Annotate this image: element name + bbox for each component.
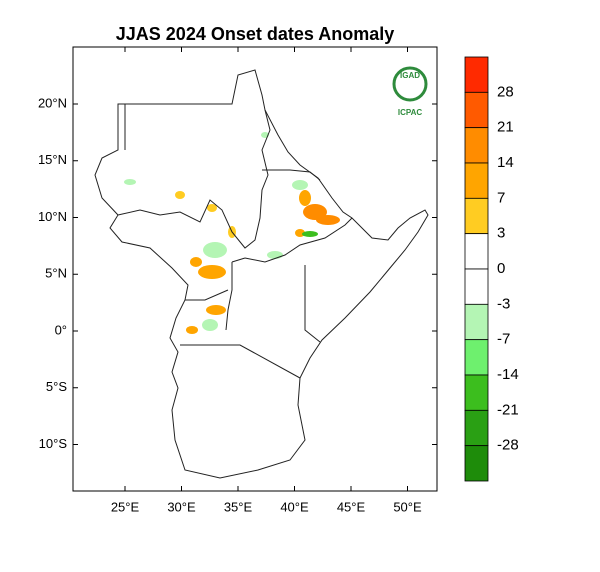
colorbar-bin: [464, 303, 489, 341]
colorbar-label: -28: [497, 437, 519, 454]
colorbar-label: 28: [497, 83, 514, 100]
lat-label: 5°S: [46, 379, 67, 394]
colorbar-bin: [464, 162, 489, 199]
map-frame: [72, 46, 438, 492]
colorbar-bin: [464, 268, 489, 305]
map-title: JJAS 2024 Onset dates Anomaly: [116, 24, 394, 44]
colorbar-bin: [464, 127, 489, 164]
colorbar-bin: [464, 339, 489, 376]
colorbar-label: 21: [497, 119, 514, 136]
colorbar-bin: [464, 409, 489, 447]
lon-label: 25°E: [111, 499, 140, 514]
colorbar-bin: [464, 56, 489, 93]
lat-label: 5°N: [45, 266, 67, 281]
lat-label: 10°N: [38, 209, 67, 224]
colorbar-label: -7: [497, 331, 510, 348]
colorbar-label: 0: [497, 260, 505, 277]
colorbar-label: 7: [497, 189, 505, 206]
country-borders: [94, 69, 429, 479]
lat-label: 0°: [55, 322, 67, 337]
colorbar-bin: [464, 374, 489, 411]
colorbar-bin: [464, 445, 489, 482]
lon-label: 35°E: [224, 499, 253, 514]
colorbar-label: -21: [497, 401, 519, 418]
lat-label: 15°N: [38, 152, 67, 167]
lon-label: 50°E: [393, 499, 422, 514]
colorbar-bin: [464, 233, 489, 270]
lat-label: 10°S: [39, 436, 68, 451]
lat-label: 20°N: [38, 95, 67, 110]
colorbar-label: -14: [497, 366, 519, 383]
colorbar-label: -3: [497, 295, 510, 312]
logo-org: ICPAC: [398, 108, 423, 117]
lon-label: 30°E: [167, 499, 196, 514]
colorbar-label: 3: [497, 225, 505, 242]
logo-name: IGAD: [400, 71, 420, 80]
colorbar-bin: [464, 197, 489, 235]
lon-label: 40°E: [280, 499, 309, 514]
lon-label: 45°E: [337, 499, 366, 514]
colorbar-bin: [464, 91, 489, 129]
logo: IGAD ICPAC: [392, 66, 428, 117]
colorbar-label: 14: [497, 154, 514, 171]
